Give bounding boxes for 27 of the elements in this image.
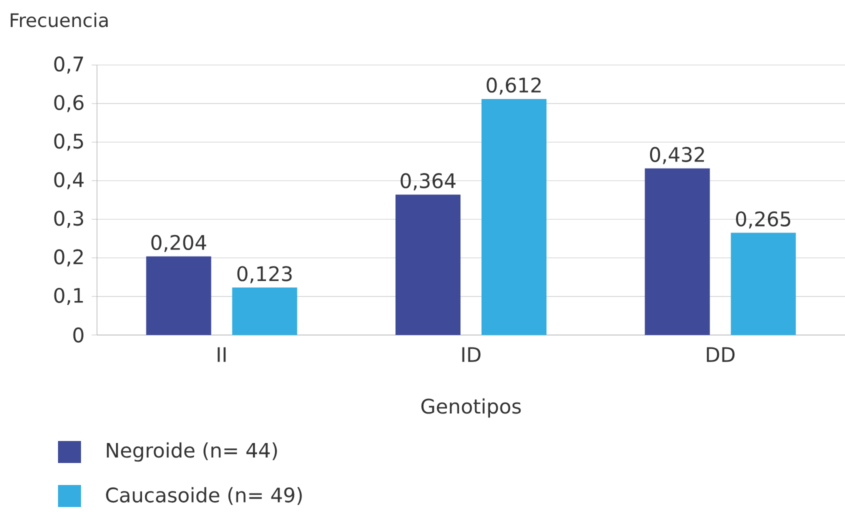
x-tick-label: DD xyxy=(706,347,735,362)
legend-label: Negroide (n= 44) xyxy=(106,442,277,462)
data-label: 0,432 xyxy=(650,146,704,164)
y-axis-title: Frecuencia xyxy=(10,12,108,28)
bar xyxy=(730,232,796,335)
y-tick-label: 0,1 xyxy=(54,288,83,306)
bar xyxy=(396,194,461,335)
bar xyxy=(644,168,710,335)
y-tick-label: 0,3 xyxy=(54,210,84,228)
bar xyxy=(232,288,298,335)
y-tick-label: 0,2 xyxy=(54,249,83,266)
bar xyxy=(146,256,212,335)
data-label: 0,265 xyxy=(736,211,790,229)
x-axis-title: Genotipos xyxy=(421,398,521,418)
y-tick-label: 0,5 xyxy=(54,134,83,151)
data-label: 0,204 xyxy=(151,234,206,252)
bar xyxy=(482,98,547,335)
y-tick-label: 0,4 xyxy=(54,172,84,190)
x-tick-label: ID xyxy=(462,347,480,362)
y-tick-label: 0 xyxy=(73,327,84,343)
y-tick-label: 0,6 xyxy=(54,94,84,112)
x-tick-label: II xyxy=(218,347,226,362)
data-label: 0,123 xyxy=(237,266,292,284)
y-tick-label: 0,7 xyxy=(54,56,84,74)
data-label: 0,612 xyxy=(486,78,541,95)
data-label: 0,364 xyxy=(400,173,456,190)
legend-label: Caucasoide (n= 49) xyxy=(106,487,302,505)
